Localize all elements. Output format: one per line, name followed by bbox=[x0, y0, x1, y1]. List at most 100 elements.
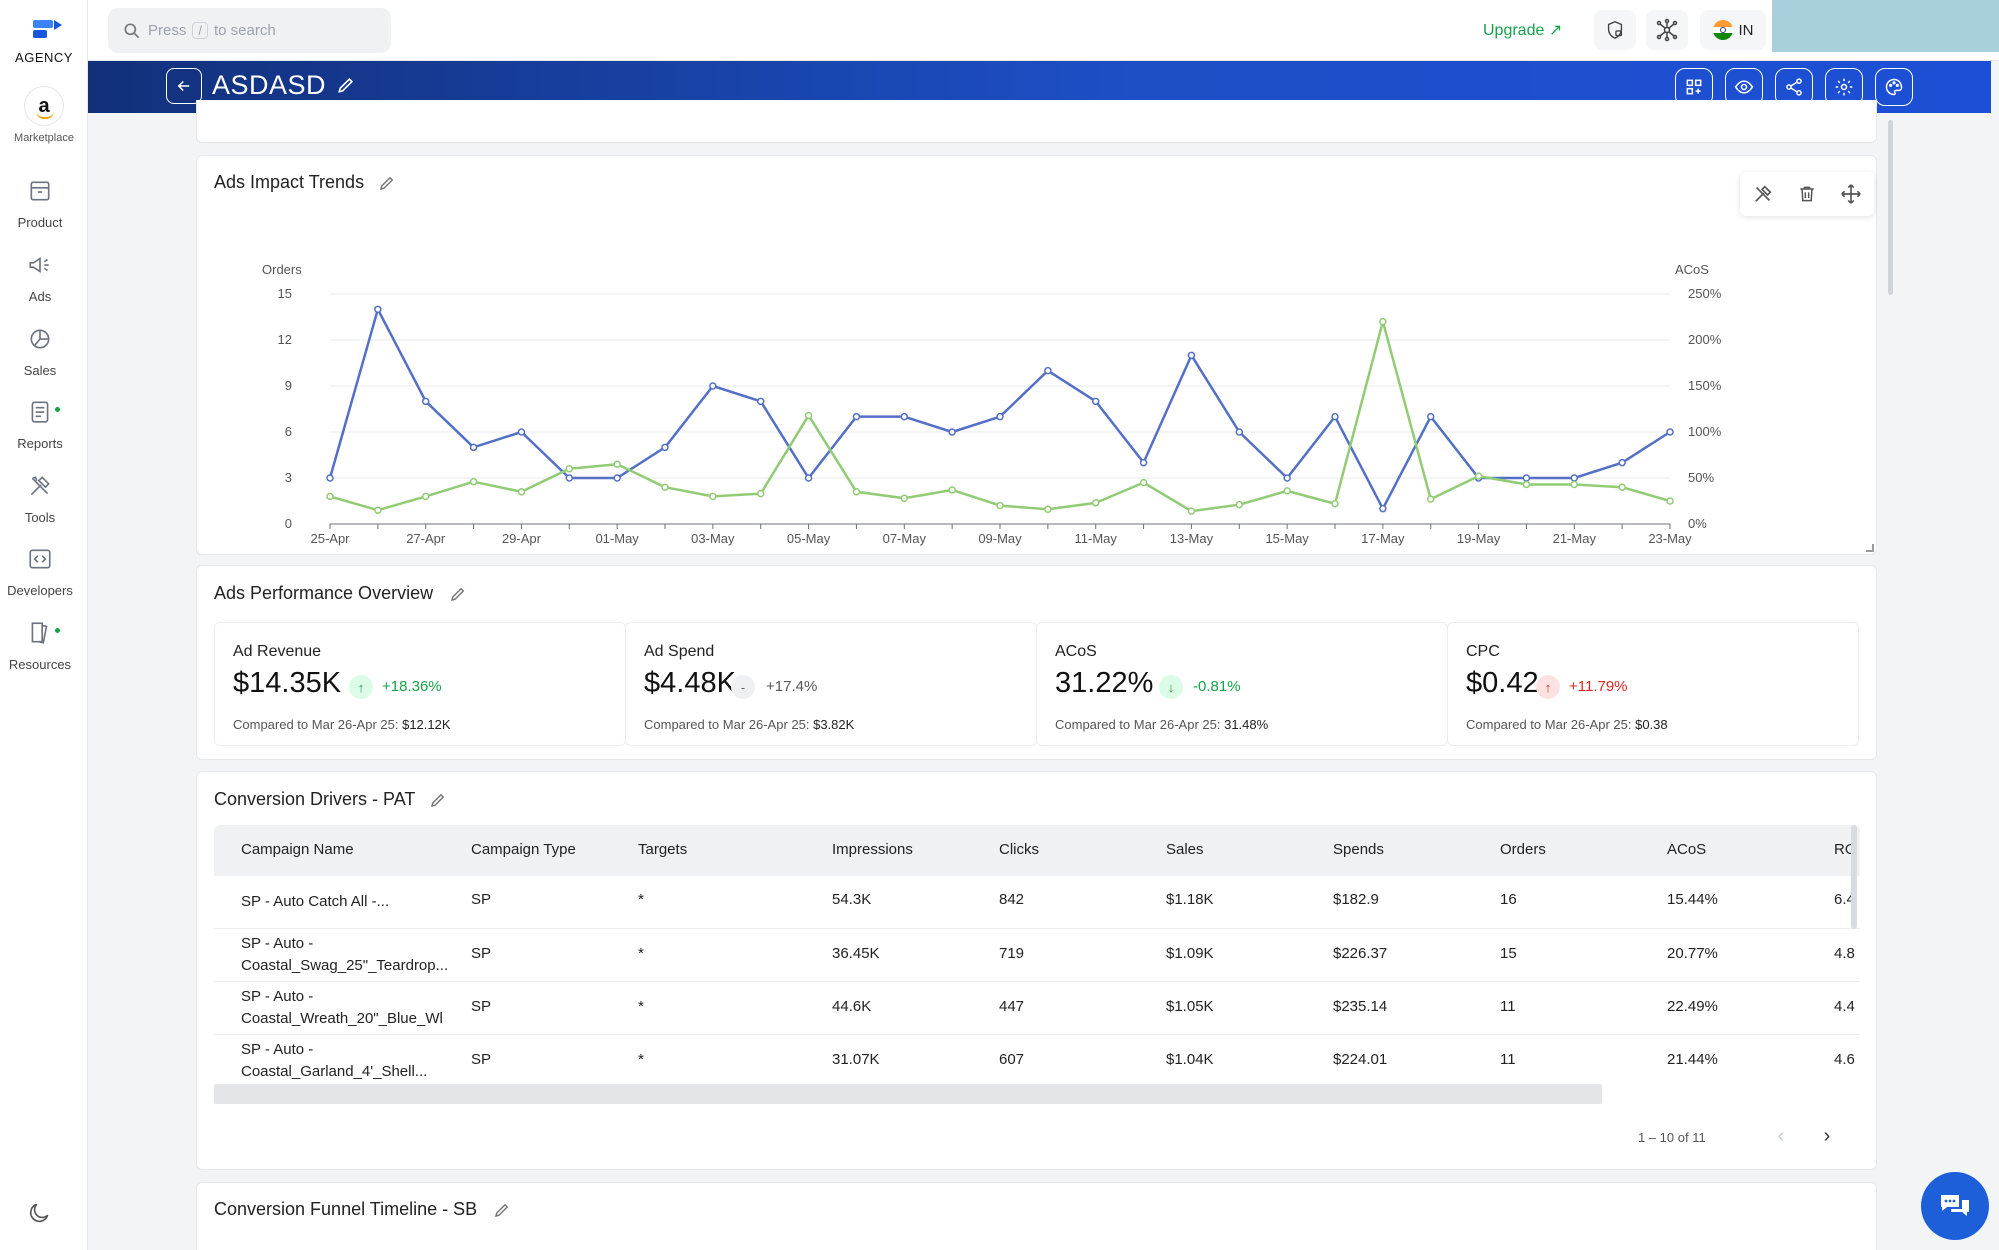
data-point-acos bbox=[326, 492, 334, 501]
previous-page-button[interactable]: ‹ bbox=[1777, 1124, 1785, 1147]
table-vertical-scrollbar[interactable] bbox=[1851, 825, 1857, 929]
sidebar-item-label: Resources bbox=[8, 657, 72, 672]
next-page-button[interactable]: › bbox=[1823, 1124, 1831, 1147]
column-header[interactable]: Sales bbox=[1166, 841, 1204, 858]
dark-mode-moon-icon[interactable] bbox=[26, 1200, 52, 1226]
country-selector[interactable]: IN bbox=[1700, 10, 1766, 50]
table-row[interactable]: SP - Auto - Coastal_Garland_4'_Shell... … bbox=[214, 1035, 1860, 1087]
y-right-tick-label: 250% bbox=[1688, 286, 1722, 301]
security-button[interactable] bbox=[1594, 10, 1636, 50]
profile-area[interactable] bbox=[1772, 0, 1999, 52]
column-header[interactable]: Orders bbox=[1500, 841, 1546, 858]
cell-campaign-name: SP - Auto - Coastal_Wreath_20"_Blue_Wl bbox=[241, 988, 443, 1027]
country-code: IN bbox=[1738, 21, 1754, 39]
tools-icon[interactable] bbox=[1752, 183, 1774, 205]
ads-impact-trends-card: Ads Impact Trends 0 0% 3 50% 6 100% 9 150% 12 200… bbox=[196, 155, 1877, 555]
kpi-ad-spend: Ad Spend $4.48K - +17.4% Compared to Mar… bbox=[625, 622, 1037, 746]
data-point-acos bbox=[1379, 317, 1387, 326]
table-horizontal-scrollbar[interactable] bbox=[214, 1084, 1602, 1104]
edit-pencil-icon[interactable] bbox=[449, 585, 467, 603]
data-point-acos bbox=[374, 506, 382, 514]
data-point-acos bbox=[1426, 495, 1435, 503]
table-row[interactable]: SP - Auto - Coastal_Wreath_20"_Blue_Wl S… bbox=[214, 982, 1860, 1035]
cell-campaign-type: SP bbox=[471, 945, 492, 962]
theme-button[interactable] bbox=[1875, 68, 1913, 106]
sidebar-item-ads[interactable]: Ads bbox=[0, 252, 80, 304]
edit-pencil-icon[interactable] bbox=[378, 174, 396, 192]
cell-campaign-type: SP bbox=[471, 1051, 492, 1068]
cell-targets: * bbox=[638, 945, 644, 962]
cell-targets: * bbox=[638, 1051, 644, 1068]
sidebar-item-product[interactable]: Product bbox=[0, 178, 80, 230]
column-header[interactable]: Campaign Type bbox=[471, 841, 576, 858]
kpi-label: CPC bbox=[1466, 643, 1500, 660]
column-header[interactable]: Campaign Name bbox=[241, 841, 354, 858]
campaign-table: Campaign Name Campaign Type Targets Impr… bbox=[214, 825, 1860, 1087]
x-tick-label: 09-May bbox=[978, 531, 1022, 546]
y-left-tick-label: 6 bbox=[285, 424, 292, 439]
column-header[interactable]: RO bbox=[1834, 841, 1857, 858]
x-tick-label: 13-May bbox=[1170, 531, 1214, 546]
y-left-axis-title: Orders bbox=[262, 262, 302, 277]
chat-bubbles-icon bbox=[1941, 1195, 1969, 1216]
data-point-orders bbox=[756, 397, 765, 406]
dash-neutral-icon: - bbox=[731, 675, 755, 699]
data-point-orders bbox=[709, 382, 717, 390]
column-header[interactable]: Targets bbox=[638, 841, 688, 858]
palette-icon bbox=[1885, 78, 1903, 96]
resize-handle-icon[interactable] bbox=[1866, 544, 1874, 552]
marketplace-switcher[interactable]: a Marketplace bbox=[0, 86, 88, 144]
sidebar-item-resources[interactable]: Resources bbox=[0, 620, 80, 672]
kpi-change: +18.36% bbox=[382, 678, 442, 695]
table-row[interactable]: SP - Auto - Coastal_Swag_25"_Teardrop...… bbox=[214, 929, 1860, 982]
sidebar-item-sales[interactable]: Sales bbox=[0, 326, 80, 378]
conversion-funnel-card: Conversion Funnel Timeline - SB bbox=[196, 1182, 1877, 1250]
edit-pencil-icon[interactable] bbox=[493, 1201, 511, 1219]
search-input[interactable]: Press / to search bbox=[108, 8, 391, 53]
sidebar-item-developers[interactable]: Developers bbox=[0, 546, 80, 598]
card-title: Ads Performance Overview bbox=[214, 583, 434, 603]
previous-widget bbox=[196, 100, 1877, 143]
column-header[interactable]: Spends bbox=[1333, 841, 1384, 858]
page-scrollbar[interactable] bbox=[1888, 120, 1893, 295]
sidebar-item-tools[interactable]: Tools bbox=[0, 473, 80, 525]
preview-button[interactable] bbox=[1725, 68, 1763, 106]
kpi-label: Ad Spend bbox=[644, 643, 715, 660]
cell-acos: 22.49% bbox=[1667, 998, 1718, 1015]
cell-roas: 4.8 bbox=[1834, 945, 1855, 962]
move-icon[interactable] bbox=[1840, 183, 1862, 205]
upgrade-link[interactable]: Upgrade ↗ bbox=[1483, 22, 1563, 39]
trash-icon[interactable] bbox=[1797, 184, 1817, 204]
kpi-comparison: Compared to Mar 26-Apr 25: $12.12K bbox=[233, 717, 451, 732]
cell-acos: 20.77% bbox=[1667, 945, 1718, 962]
kpi-acos: ACoS 31.22% ↓ -0.81% Compared to Mar 26-… bbox=[1036, 622, 1448, 746]
table-row[interactable]: SP - Auto Catch All -... SP * 54.3K 842 … bbox=[214, 876, 1860, 929]
edit-pencil-icon[interactable] bbox=[429, 791, 447, 809]
cell-campaign-name: SP - Auto - Coastal_Swag_25"_Teardrop... bbox=[241, 935, 449, 974]
kpi-value: $14.35K bbox=[233, 667, 342, 699]
series-line-orders bbox=[328, 308, 1671, 510]
column-header[interactable]: Clicks bbox=[999, 841, 1039, 858]
sidebar-item-reports[interactable]: Reports bbox=[0, 399, 80, 451]
back-button[interactable] bbox=[166, 68, 202, 104]
column-header[interactable]: ACoS bbox=[1667, 841, 1707, 858]
x-tick-label: 11-May bbox=[1075, 531, 1118, 546]
y-right-tick-label: 200% bbox=[1688, 332, 1722, 347]
y-left-tick-label: 12 bbox=[278, 332, 292, 347]
kpi-comparison: Compared to Mar 26-Apr 25: 31.48% bbox=[1055, 717, 1269, 732]
cell-impressions: 44.6K bbox=[832, 998, 872, 1015]
kpi-comparison: Compared to Mar 26-Apr 25: $3.82K bbox=[644, 717, 855, 732]
cell-clicks: 607 bbox=[999, 1051, 1025, 1068]
sidebar-item-label: Ads bbox=[28, 289, 52, 304]
edit-title-icon[interactable] bbox=[336, 75, 356, 95]
network-button[interactable] bbox=[1646, 10, 1688, 50]
arrow-left-icon bbox=[177, 80, 190, 92]
data-point-acos bbox=[1283, 487, 1291, 495]
x-tick-label: 01-May bbox=[595, 531, 639, 546]
agency-logo[interactable]: AGENCY bbox=[0, 14, 88, 65]
column-header[interactable]: Impressions bbox=[832, 841, 913, 858]
data-point-orders bbox=[1187, 351, 1196, 360]
y-right-tick-label: 100% bbox=[1688, 424, 1722, 439]
data-point-orders bbox=[421, 397, 430, 406]
chat-support-button[interactable] bbox=[1921, 1172, 1989, 1240]
